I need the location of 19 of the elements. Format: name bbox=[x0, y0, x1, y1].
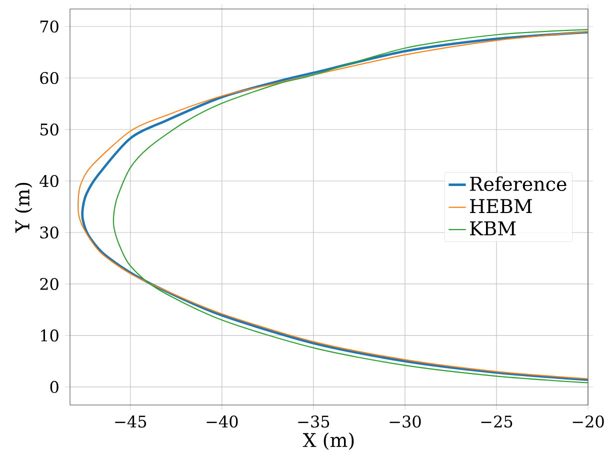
x-tick-label: −35 bbox=[298, 416, 330, 428]
y-tick-label: 10 bbox=[41, 329, 58, 342]
y-tick-label: 20 bbox=[40, 278, 58, 290]
y-tick-label: 30 bbox=[40, 226, 58, 239]
legend-label: KBM bbox=[470, 221, 516, 236]
x-tick-label: −25 bbox=[481, 416, 512, 428]
y-tick-label: 0 bbox=[50, 380, 58, 394]
y-tick-label: 70 bbox=[40, 20, 58, 33]
x-axis-title: X (m) bbox=[302, 432, 354, 450]
y-tick-label: 40 bbox=[40, 174, 58, 188]
y-tick-label: 60 bbox=[40, 72, 58, 84]
x-tick-label: −20 bbox=[572, 416, 604, 428]
legend-label: Reference bbox=[470, 176, 566, 192]
x-tick-label: −30 bbox=[390, 416, 421, 428]
y-axis-title: Y (m) bbox=[14, 182, 32, 233]
x-tick-label: −45 bbox=[115, 416, 146, 428]
x-tick-label: −40 bbox=[206, 416, 238, 428]
legend-label: HEBM bbox=[470, 199, 532, 214]
y-tick-label: 50 bbox=[40, 123, 58, 136]
